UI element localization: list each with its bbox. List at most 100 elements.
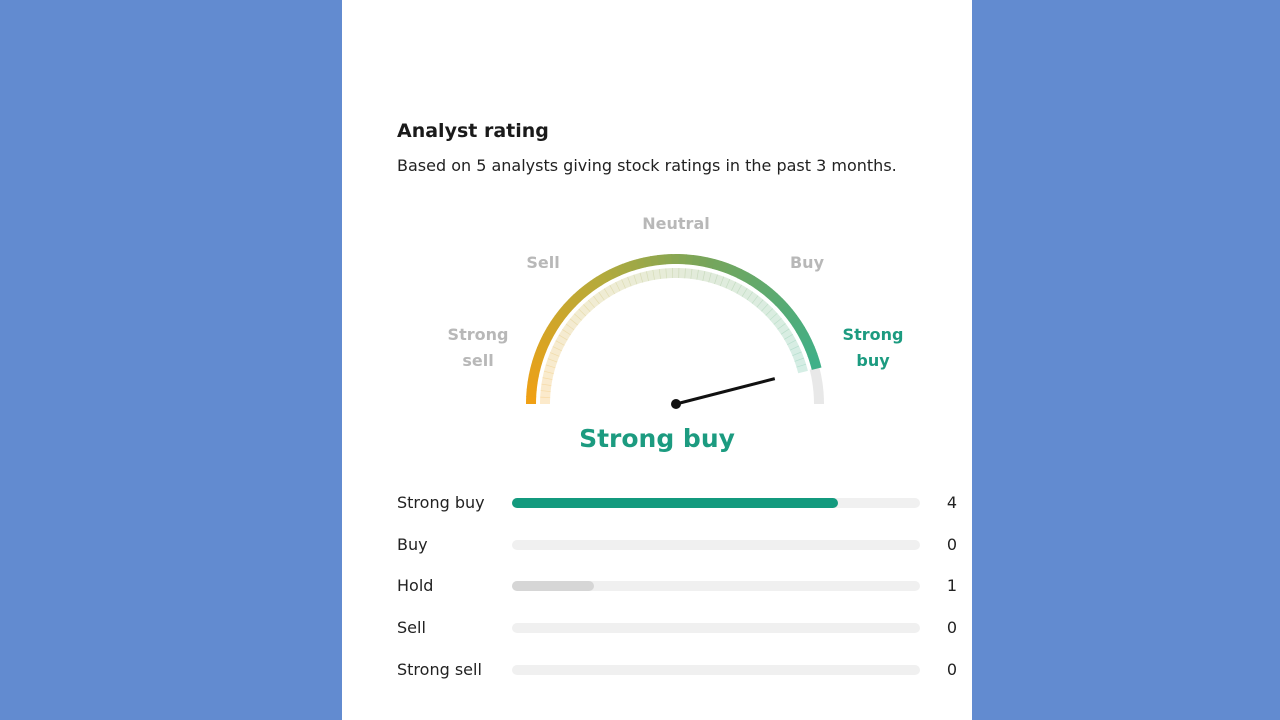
gauge-arc-inner-segment	[725, 278, 737, 291]
rating-row-count: 1	[946, 576, 957, 596]
gauge-arc-inner-segment	[627, 274, 638, 287]
gauge-arc-remainder	[809, 367, 824, 405]
gauge-arc-segment	[792, 320, 806, 333]
gauge-arc-segment	[796, 326, 809, 339]
gauge-arc-inner-segment	[540, 390, 551, 398]
gauge-arc-inner-segment	[569, 313, 582, 326]
gauge-arc-segment	[705, 257, 716, 269]
gauge-arc-segment	[568, 293, 581, 307]
rating-bar-track	[512, 664, 920, 675]
gauge-arc-inner-segment	[609, 281, 621, 295]
gauge-arc-segment	[784, 309, 798, 322]
gauge-arc-segment	[642, 256, 653, 268]
gauge-arc-inner-segment	[702, 271, 712, 283]
gauge-arc-inner-segment	[787, 339, 800, 351]
gauge-arc-inner-segment	[765, 308, 778, 321]
gauge-arc-segment	[584, 280, 597, 294]
gauge-arc-segment	[528, 367, 541, 378]
rating-row-label: Strong buy	[397, 493, 485, 512]
gauge-needle	[675, 377, 776, 406]
gauge-arc-inner-segment	[736, 284, 748, 297]
gauge-arc-segment	[685, 254, 695, 266]
gauge-arc-inner-segment	[583, 299, 595, 312]
rating-bar-track	[512, 498, 920, 508]
gauge-arc-segment	[615, 263, 627, 276]
gauge-label-strong-buy: Strong buy	[833, 322, 913, 374]
gauge-arc-inner-segment	[796, 363, 808, 374]
gauge-arc-segment	[563, 298, 577, 312]
gauge-arc-segment	[526, 388, 537, 398]
gauge-arc-inner-segment	[646, 269, 655, 282]
gauge-arc-inner-segment	[588, 295, 600, 308]
gauge-arc-inner-segment	[731, 281, 742, 294]
gauge-arc-segment	[802, 339, 815, 351]
gauge-needle-hub	[671, 399, 681, 409]
gauge-arc-segment	[807, 352, 820, 364]
rating-row-label: Sell	[397, 618, 426, 638]
gauge-arc-inner-segment	[542, 370, 554, 380]
gauge-arc-segment	[573, 289, 586, 302]
gauge-arc-inner-segment	[603, 285, 615, 298]
rating-row-count: 0	[946, 659, 957, 679]
gauge-label-neutral: Neutral	[642, 214, 710, 233]
gauge-arc-segment	[754, 279, 767, 293]
gauge-arc-inner-segment	[541, 377, 553, 386]
gauge-arc-segment	[622, 261, 633, 274]
gauge-arc-segment	[530, 360, 543, 371]
gauge-arc-segment	[590, 276, 603, 290]
gauge-arc-inner-segment	[769, 312, 782, 325]
gauge-arc-segment	[657, 254, 666, 266]
gauge-arc-segment	[692, 254, 702, 266]
gauge-arc-segment	[749, 276, 761, 289]
gauge-arc-segment	[770, 293, 784, 306]
gauge-arc-inner-segment	[780, 328, 793, 340]
gauge-arc-segment	[731, 266, 743, 279]
gauge-arc-inner-segment	[714, 274, 725, 287]
gauge-arc-segment	[799, 333, 812, 345]
gauge-arc-inner-segment	[696, 269, 706, 281]
gauge-arc-inner-segment	[658, 268, 667, 279]
gauge-arc-segment	[550, 315, 564, 328]
gauge-arc-inner-segment	[598, 288, 610, 301]
gauge-label-strong-sell: Strong sell	[438, 322, 518, 374]
section-subtitle: Based on 5 analysts giving stock ratings…	[397, 156, 897, 175]
gauge-arc-inner-segment	[562, 323, 575, 336]
gauge-arc-inner-segment	[690, 268, 699, 280]
gauge-arc-segment	[698, 255, 709, 268]
rating-bar-fill	[512, 498, 839, 508]
gauge-arc-inner-segment	[719, 276, 731, 289]
rating-row: Buy 0	[397, 533, 957, 557]
gauge-arc-inner-segment	[545, 358, 558, 369]
gauge-arc-segment	[650, 255, 660, 267]
rating-row-label: Strong sell	[397, 659, 482, 679]
gauge-arc-segment	[539, 333, 553, 346]
gauge-label-sell: Sell	[526, 253, 560, 272]
gauge-arc-inner-segment	[761, 303, 774, 316]
rating-row-label: Buy	[397, 534, 428, 554]
gauge-arc-inner-segment	[777, 323, 790, 335]
gauge-arc-segment	[602, 269, 615, 282]
gauge-arc-segment	[711, 259, 723, 271]
gauge-label-buy: Buy	[789, 253, 824, 272]
gauge-arc-inner-segment	[578, 304, 591, 317]
gauge-label-text: Strong	[447, 325, 509, 344]
gauge-arc-inner-segment	[639, 271, 649, 283]
gauge-arc-inner-segment	[708, 272, 718, 285]
gauge-arc-segment	[780, 303, 793, 317]
rating-bar-track	[512, 623, 920, 634]
gauge-arc-inner-segment	[565, 318, 579, 331]
section-title: Analyst rating	[397, 120, 549, 142]
gauge-arc-segment	[546, 321, 560, 334]
gauge-arc-inner-segment	[741, 287, 754, 301]
gauge-arc-inner-segment	[558, 329, 571, 341]
gauge-arc-inner-segment	[555, 334, 568, 346]
gauge-arc-inner-segment	[615, 279, 626, 292]
gauge-arc-segment	[724, 263, 736, 276]
gauge-arc-segment	[788, 314, 802, 327]
gauge-arc-segment	[737, 269, 749, 282]
gauge-arc-inner-segment	[549, 346, 562, 357]
gauge-arc-inner-segment	[789, 345, 802, 357]
gauge-arc-inner-segment	[756, 299, 769, 312]
gauge-arc-segment	[760, 284, 773, 297]
rating-gauge: Strong sell Sell Neutral Buy Strong buy	[342, 200, 972, 470]
